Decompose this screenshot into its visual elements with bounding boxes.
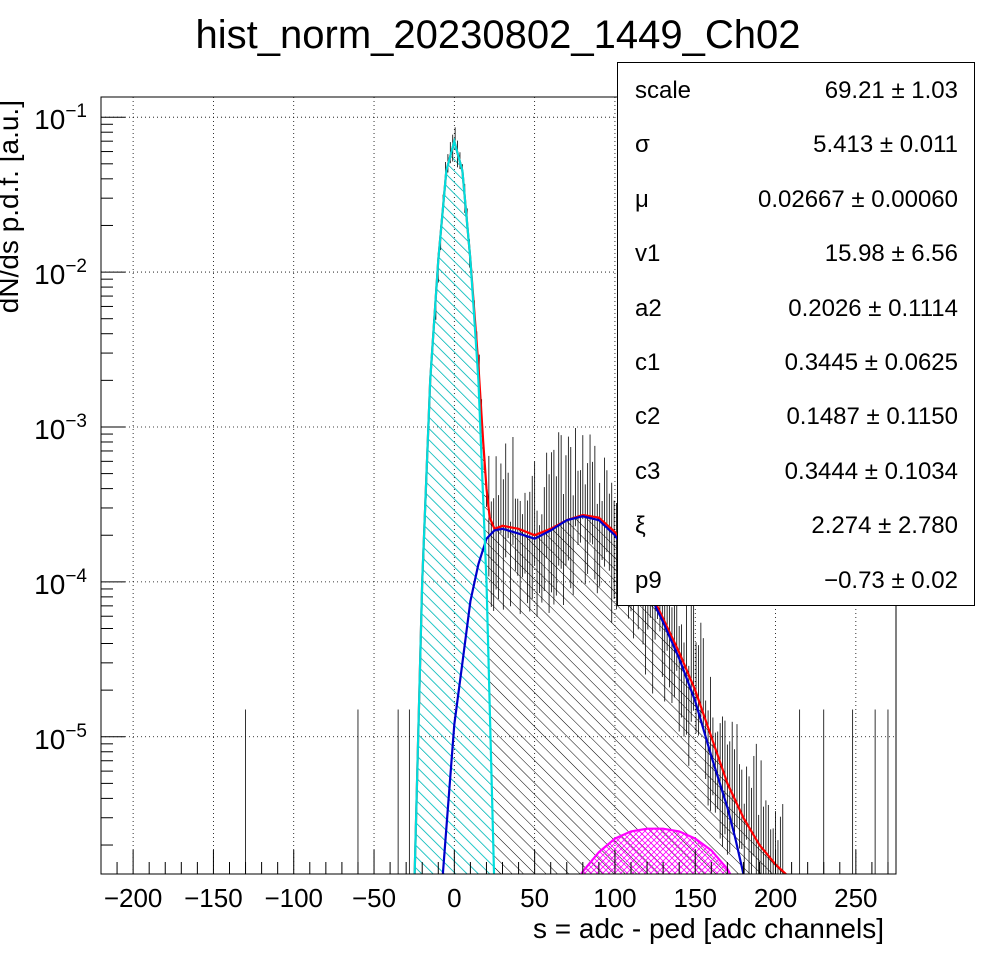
stats-param-value: 0.3444 ± 0.1034 — [784, 457, 958, 485]
stats-param-value: 15.98 ± 6.56 — [824, 240, 958, 268]
stats-row: μ 0.02667 ± 0.00060 — [618, 172, 974, 226]
stats-param-name: c3 — [635, 457, 661, 485]
stats-param-value: 0.1487 ± 0.1150 — [786, 403, 958, 431]
fit-curve-2 — [413, 136, 496, 874]
x-tick-label: 250 — [834, 883, 877, 913]
y-tick-label: 10−2 — [34, 256, 87, 290]
fit-curve-1 — [441, 515, 745, 874]
x-axis-label: s = adc - ped [adc channels] — [533, 913, 884, 944]
stats-param-name: scale — [635, 77, 692, 104]
y-axis-label: dN/ds p.d.f. [a.u.] — [0, 100, 24, 313]
chart-title: hist_norm_20230802_1449_Ch02 — [196, 13, 801, 57]
pedestal-fill — [414, 141, 495, 874]
stats-param-value: 2.274 ± 2.780 — [811, 512, 958, 540]
stats-row: p9 −0.73 ± 0.02 — [618, 553, 974, 607]
component-fill — [570, 828, 741, 874]
stats-row: a2 0.2026 ± 0.1114 — [618, 281, 974, 335]
x-tick-label: 100 — [593, 883, 636, 913]
stats-row: scale 69.21 ± 1.03 — [618, 63, 974, 117]
stats-param-name: a2 — [635, 294, 662, 322]
y-tick-label: 10−5 — [34, 721, 87, 755]
stats-param-name: μ — [635, 185, 649, 213]
stats-row: ξ 2.274 ± 2.780 — [618, 498, 974, 552]
stats-row: c3 0.3444 ± 0.1034 — [618, 444, 974, 498]
stats-row: c2 0.1487 ± 0.1150 — [618, 389, 974, 443]
fit-statistics-box: scale 69.21 ± 1.03 σ 5.413 ± 0.011 μ 0.02667 … — [617, 62, 975, 606]
x-tick-label: −100 — [264, 883, 323, 913]
x-tick-label: 200 — [754, 883, 797, 913]
x-tick-label: −150 — [184, 883, 243, 913]
stats-param-value: 69.21 ± 1.03 — [824, 77, 958, 104]
fit-curve-3 — [579, 827, 732, 874]
stats-row: σ 5.413 ± 0.011 — [618, 117, 974, 171]
stats-param-value: −0.73 ± 0.02 — [824, 566, 958, 594]
stats-param-name: c1 — [635, 349, 661, 376]
stats-param-name: p9 — [635, 566, 662, 594]
x-tick-label: −50 — [352, 883, 396, 913]
fit-curves — [413, 136, 788, 874]
stats-param-name: ξ — [635, 512, 646, 540]
x-tick-label: 0 — [447, 883, 461, 913]
stats-param-name: σ — [635, 131, 650, 159]
stats-param-value: 0.02667 ± 0.00060 — [757, 185, 958, 213]
data-histogram-fill — [414, 141, 792, 874]
x-axis-ticks: −200 −150 −100 −50 0 50 100 150 200 250 — [100, 850, 889, 913]
stats-param-value: 0.2026 ± 0.1114 — [788, 294, 958, 322]
stats-param-name: c2 — [635, 403, 661, 431]
y-tick-label: 10−4 — [34, 566, 87, 600]
stats-row: c1 0.3445 ± 0.0625 — [618, 335, 974, 389]
y-tick-label: 10−1 — [34, 101, 87, 135]
stats-param-value: 0.3445 ± 0.0625 — [784, 349, 958, 376]
y-axis-ticks: 10−1 10−2 10−3 10−4 10−5 — [34, 101, 125, 846]
y-tick-label: 10−3 — [34, 411, 87, 445]
stats-param-name: v1 — [635, 240, 661, 268]
x-tick-label: 50 — [520, 883, 549, 913]
x-tick-label: 150 — [674, 883, 717, 913]
stats-row: v1 15.98 ± 6.56 — [618, 226, 974, 280]
x-tick-label: −200 — [104, 883, 163, 913]
stats-param-value: 5.413 ± 0.011 — [813, 131, 958, 159]
